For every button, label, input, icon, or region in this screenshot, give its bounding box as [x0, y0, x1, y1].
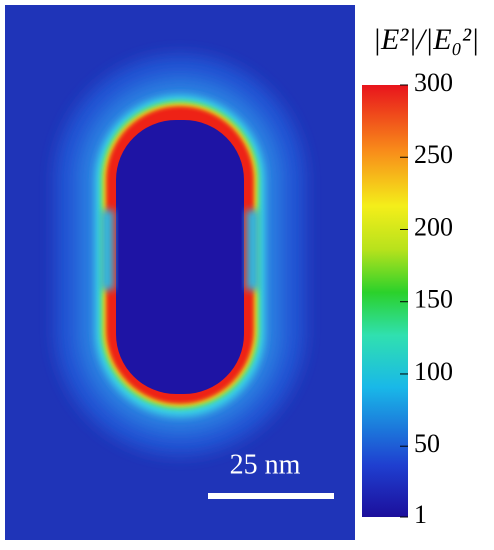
- field-map: [5, 5, 355, 540]
- tick-label: 250: [414, 140, 453, 169]
- tick-label: 50: [414, 429, 440, 458]
- colorbar-title: |E²|/|E₀²|: [373, 23, 479, 56]
- tick-label: 200: [414, 212, 453, 241]
- scale-bar-label: 25 nm: [230, 449, 301, 480]
- colorbar: [362, 85, 408, 517]
- tick-label: 150: [414, 285, 453, 314]
- tick-label: 100: [414, 357, 453, 386]
- tick-label: 300: [414, 68, 453, 97]
- tick-label: 1: [414, 500, 427, 529]
